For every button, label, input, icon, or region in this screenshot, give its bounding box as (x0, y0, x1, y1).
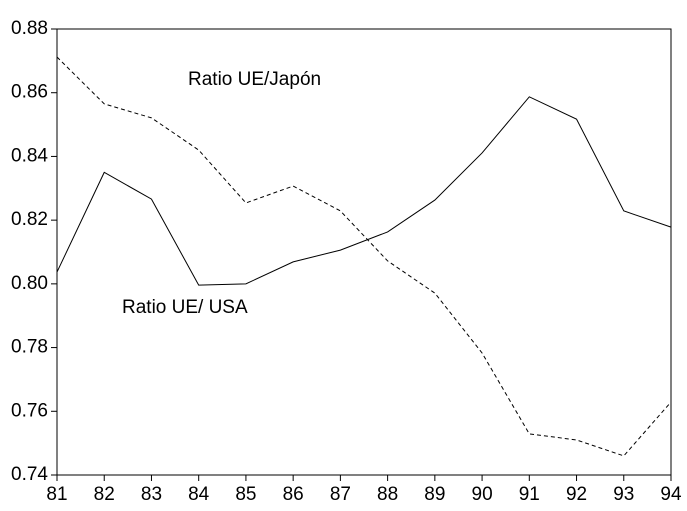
series-label: Ratio UE/Japón (188, 69, 321, 90)
x-tick-label: 86 (283, 484, 304, 505)
series-line (56, 56, 672, 457)
x-tick-label: 94 (660, 484, 682, 505)
x-tick-label: 84 (188, 484, 210, 505)
series-line (56, 96, 672, 286)
plot-frame (56, 28, 672, 476)
x-tick-label: 90 (472, 484, 493, 505)
y-tick-label: 0.78 (11, 337, 48, 358)
y-tick-label: 0.82 (11, 209, 48, 230)
x-tick-label: 93 (613, 484, 634, 505)
x-tick-label: 89 (424, 484, 445, 505)
y-tick-label: 0.76 (11, 400, 48, 421)
x-tick-label: 81 (46, 484, 67, 505)
y-tick-label: 0.84 (11, 145, 48, 166)
y-tick-label: 0.86 (11, 82, 48, 103)
y-tick-label: 0.80 (11, 273, 48, 294)
y-tick-label: 0.74 (11, 464, 48, 485)
x-tick-label: 91 (519, 484, 540, 505)
x-tick-label: 83 (141, 484, 162, 505)
series-label: Ratio UE/ USA (122, 297, 248, 318)
x-tick-label: 85 (235, 484, 256, 505)
x-tick-label: 82 (94, 484, 115, 505)
x-tick-label: 87 (330, 484, 351, 505)
x-tick-label: 92 (566, 484, 587, 505)
y-tick-label: 0.88 (11, 18, 48, 39)
x-tick-label: 88 (377, 484, 398, 505)
